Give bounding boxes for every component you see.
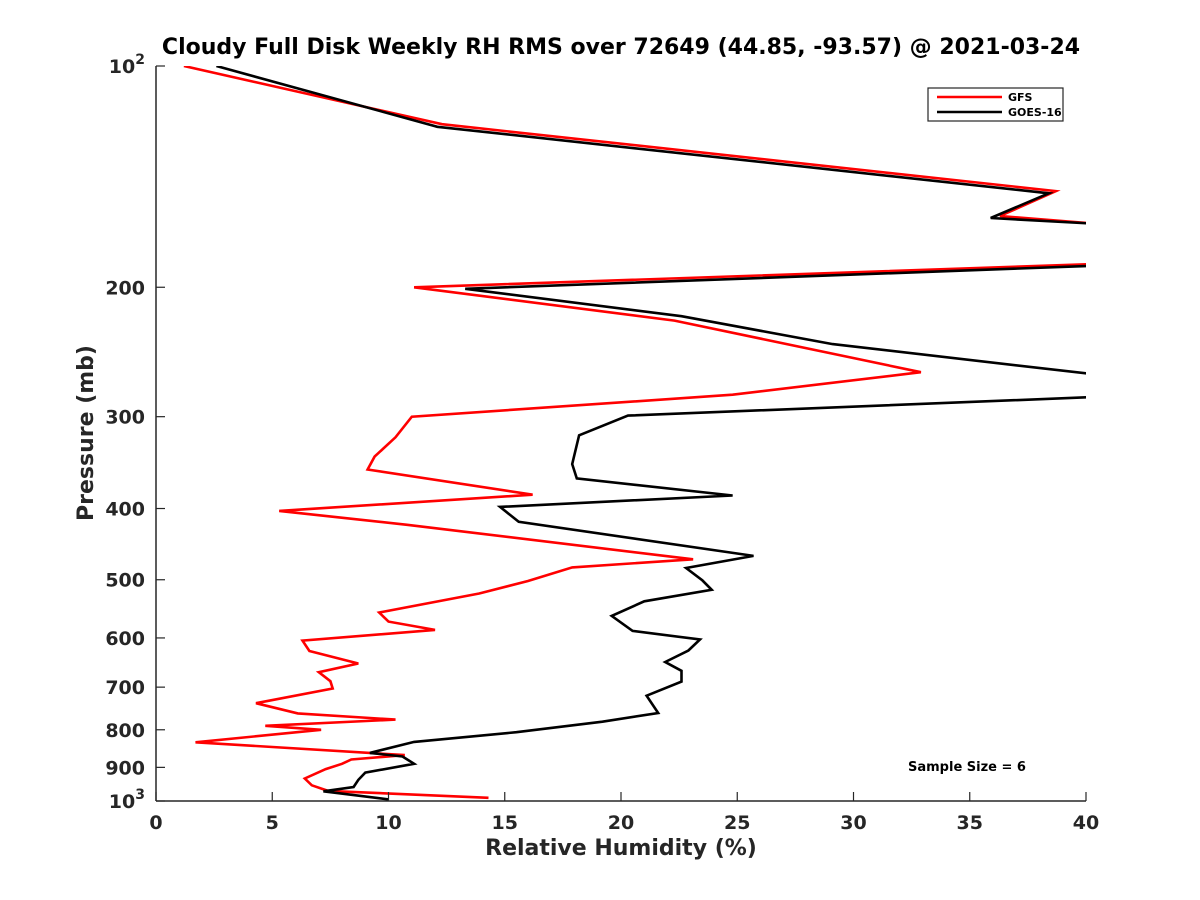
tick-base: 10 xyxy=(109,791,135,813)
x-tick-label: 10 xyxy=(375,812,401,834)
series-layer xyxy=(183,66,1086,801)
x-tick-label: 5 xyxy=(266,812,279,834)
x-tick-label: 15 xyxy=(492,812,518,834)
y-tick-label: 103 xyxy=(109,787,145,813)
y-axis-label: Pressure (mb) xyxy=(74,345,99,521)
legend: GFS GOES-16 xyxy=(927,87,1064,122)
y-tick-label: 500 xyxy=(105,570,145,592)
tick-base: 10 xyxy=(109,56,135,78)
legend-label: GFS xyxy=(1008,91,1033,104)
y-tick-label: 700 xyxy=(105,677,145,699)
series-line-goes-16 xyxy=(216,66,1086,801)
chart-title: Cloudy Full Disk Weekly RH RMS over 7264… xyxy=(162,35,1080,60)
x-tick-label: 0 xyxy=(149,812,162,834)
x-tick-label: 20 xyxy=(608,812,634,834)
x-tick-label: 30 xyxy=(840,812,866,834)
y-tick-label: 200 xyxy=(105,277,145,299)
y-tick-label: 900 xyxy=(105,757,145,779)
x-tick-label: 25 xyxy=(724,812,750,834)
y-tick-label: 300 xyxy=(105,407,145,429)
x-axis-label: Relative Humidity (%) xyxy=(485,836,757,861)
legend-box xyxy=(927,87,1064,122)
tick-exponent: 2 xyxy=(135,52,145,68)
axes-layer: 0 5 10 15 20 25 30 35 40102200300400500600700800… xyxy=(105,52,1099,834)
y-tick-label: 400 xyxy=(105,499,145,521)
x-tick-label: 35 xyxy=(957,812,983,834)
y-tick-label: 600 xyxy=(105,628,145,650)
tick-exponent: 3 xyxy=(135,787,145,803)
y-tick-label: 102 xyxy=(109,52,145,78)
y-tick-label: 800 xyxy=(105,720,145,742)
legend-label: GOES-16 xyxy=(1008,106,1062,119)
x-tick-label: 40 xyxy=(1073,812,1099,834)
sample-size-annotation: Sample Size = 6 xyxy=(908,760,1026,775)
